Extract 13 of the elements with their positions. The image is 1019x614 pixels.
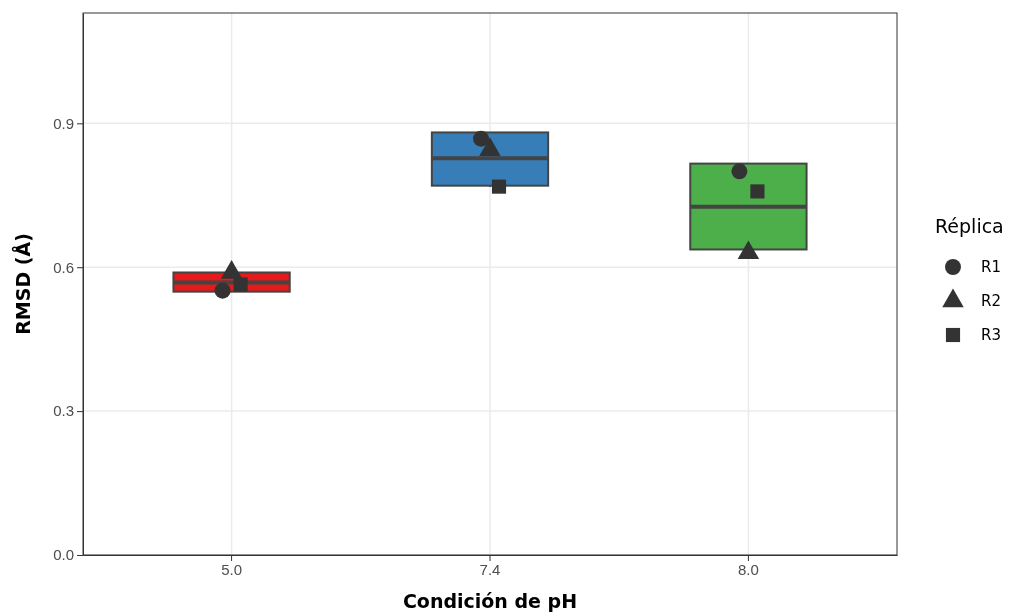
y-tick-label: 0.3	[53, 402, 74, 420]
y-tick-label: 0.0	[53, 546, 74, 564]
legend-label: R3	[981, 326, 1001, 344]
y-tick-label: 0.6	[53, 258, 74, 276]
x-axis-title: Condición de pH	[402, 590, 578, 612]
y-tick-label: 0.9	[53, 114, 74, 132]
x-tick-label: 5.0	[221, 560, 243, 578]
y-axis-title: RMSD (Å)	[11, 233, 34, 335]
x-tick-label: 7.4	[479, 560, 501, 578]
legend-title: Réplica	[935, 215, 1004, 237]
legend-label: R1	[981, 258, 1001, 276]
legend-label: R2	[981, 292, 1001, 310]
x-tick-label: 8.0	[737, 560, 759, 578]
